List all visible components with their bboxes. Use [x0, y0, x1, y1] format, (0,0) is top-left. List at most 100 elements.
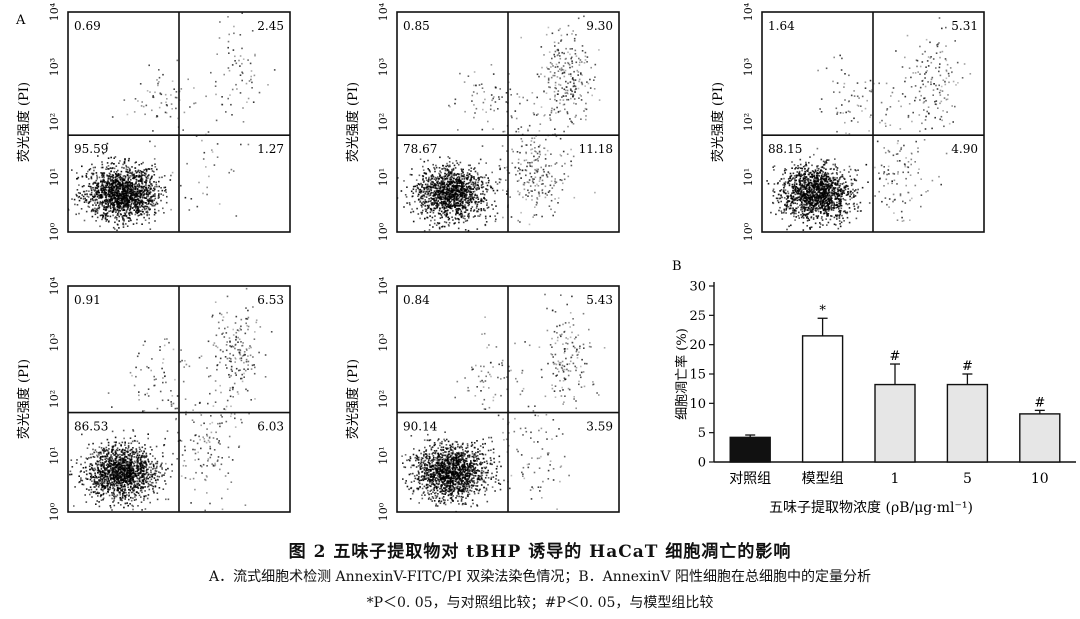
- cell-event-dot: [135, 193, 138, 195]
- cell-event-dot: [82, 190, 85, 193]
- cell-event-dot: [425, 196, 428, 198]
- cell-event-dot: [783, 186, 785, 189]
- cell-event-dot: [437, 223, 440, 225]
- cell-event-dot: [477, 186, 480, 188]
- cell-event-dot: [572, 79, 575, 81]
- cell-event-dot: [431, 183, 433, 186]
- cell-event-dot: [529, 162, 531, 164]
- cell-event-dot: [118, 188, 120, 190]
- cell-event-dot: [801, 205, 803, 207]
- cell-event-dot: [430, 184, 432, 186]
- cell-event-dot: [543, 54, 545, 56]
- cell-event-dot: [135, 182, 137, 184]
- cell-event-dot: [136, 218, 138, 221]
- cell-event-dot: [457, 205, 460, 207]
- cell-event-dot: [412, 188, 415, 190]
- cell-event-dot: [432, 184, 435, 187]
- cell-event-dot: [580, 95, 582, 97]
- cell-event-dot: [793, 185, 796, 187]
- cell-event-dot: [104, 191, 107, 194]
- cell-event-dot: [793, 175, 796, 177]
- cell-event-dot: [455, 208, 457, 211]
- cell-event-dot: [818, 190, 821, 192]
- cell-event-dot: [215, 80, 217, 83]
- cell-event-dot: [146, 203, 148, 206]
- cell-event-dot: [449, 165, 451, 168]
- cell-event-dot: [487, 206, 490, 209]
- cell-event-dot: [797, 193, 800, 195]
- cell-event-dot: [441, 180, 444, 182]
- cell-event-dot: [134, 199, 136, 201]
- cell-event-dot: [126, 208, 129, 210]
- cell-event-dot: [517, 170, 519, 172]
- cell-event-dot: [841, 174, 844, 176]
- cell-event-dot: [475, 84, 477, 87]
- cell-event-dot: [425, 190, 427, 193]
- cell-event-dot: [450, 171, 453, 173]
- cell-event-dot: [123, 200, 126, 202]
- cell-event-dot: [847, 188, 850, 190]
- cell-event-dot: [550, 66, 552, 68]
- cell-event-dot: [772, 195, 775, 197]
- cell-event-dot: [560, 34, 563, 37]
- cell-event-dot: [134, 193, 137, 196]
- cell-event-dot: [573, 196, 576, 199]
- cell-event-dot: [515, 130, 517, 133]
- cell-event-dot: [145, 173, 147, 175]
- cell-event-dot: [480, 198, 482, 201]
- cell-event-dot: [820, 212, 822, 214]
- cell-event-dot: [148, 198, 150, 201]
- cell-event-dot: [828, 197, 830, 199]
- cell-event-dot: [455, 178, 458, 180]
- cell-event-dot: [451, 193, 454, 196]
- cell-event-dot: [76, 172, 78, 174]
- cell-event-dot: [777, 201, 780, 204]
- cell-event-dot: [145, 186, 147, 189]
- cell-event-dot: [105, 208, 108, 211]
- cell-event-dot: [518, 193, 521, 196]
- cell-event-dot: [427, 207, 429, 209]
- cell-event-dot: [455, 189, 457, 192]
- cell-event-dot: [439, 195, 441, 198]
- cell-event-dot: [449, 192, 451, 195]
- cell-event-dot: [86, 195, 89, 197]
- cell-event-dot: [456, 176, 459, 179]
- cell-event-dot: [143, 197, 146, 199]
- cell-event-dot: [122, 179, 124, 181]
- cell-event-dot: [443, 188, 446, 191]
- cell-event-dot: [239, 92, 242, 94]
- cell-event-dot: [424, 205, 427, 207]
- cell-event-dot: [836, 204, 839, 206]
- cell-event-dot: [117, 174, 120, 177]
- cell-event-dot: [100, 166, 103, 169]
- cell-event-dot: [233, 25, 235, 28]
- cell-event-dot: [440, 198, 443, 200]
- cell-event-dot: [102, 214, 104, 216]
- cell-event-dot: [107, 191, 110, 194]
- cell-event-dot: [795, 193, 798, 195]
- cell-event-dot: [842, 197, 844, 200]
- cell-event-dot: [447, 191, 450, 194]
- cell-event-dot: [505, 92, 508, 94]
- cell-event-dot: [448, 161, 451, 163]
- cell-event-dot: [122, 197, 124, 200]
- cell-event-dot: [102, 212, 105, 214]
- cell-event-dot: [569, 53, 571, 56]
- cell-event-dot: [550, 194, 553, 196]
- cell-event-dot: [478, 162, 480, 165]
- cell-event-dot: [92, 172, 94, 175]
- cell-event-dot: [832, 209, 835, 211]
- cell-event-dot: [561, 68, 563, 71]
- cell-event-dot: [459, 199, 462, 201]
- cell-event-dot: [584, 51, 587, 54]
- cell-event-dot: [426, 183, 429, 186]
- cell-event-dot: [803, 182, 806, 184]
- cell-event-dot: [141, 200, 143, 202]
- cell-event-dot: [460, 210, 463, 212]
- cell-event-dot: [163, 212, 165, 214]
- cell-event-dot: [772, 166, 774, 168]
- cell-event-dot: [158, 194, 160, 196]
- cell-event-dot: [113, 189, 116, 191]
- cell-event-dot: [140, 193, 142, 195]
- cell-event-dot: [529, 164, 531, 166]
